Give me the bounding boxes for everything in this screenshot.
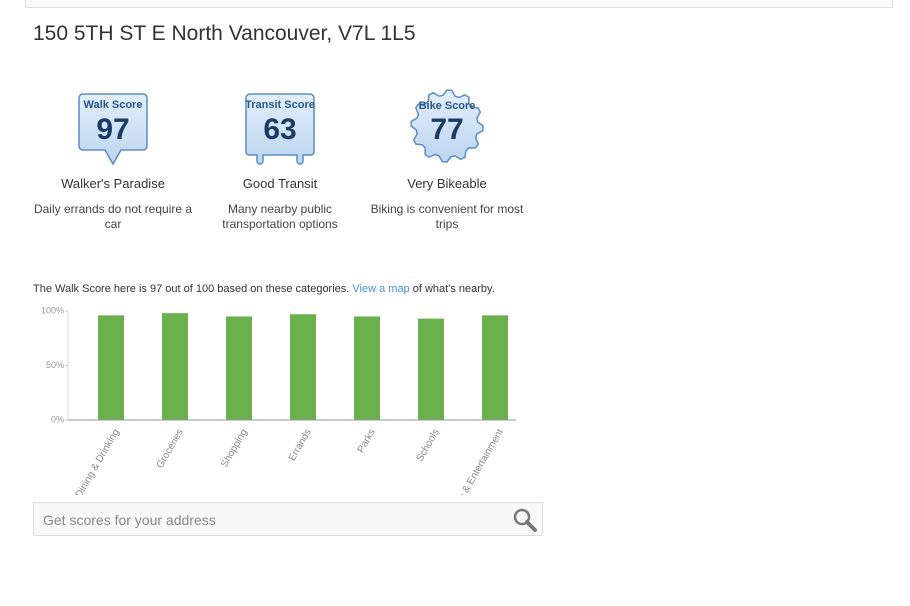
transit-score-panel: Transit Score 63 Good Transit Many nearb… [195,88,365,232]
x-tick-label: Groceries [155,427,186,470]
bar [290,314,316,420]
x-tick-label: Culture & Entertainment [443,427,506,495]
search-placeholder: Get scores for your address [43,512,216,528]
rating: Very Bikeable [407,176,487,191]
badge-score: 63 [263,113,296,146]
description: Biking is convenient for most trips [370,202,524,231]
description: Daily errands do not require a car [33,202,193,231]
description: Many nearby public transportation option… [222,202,338,231]
y-tick-label: 100% [41,305,64,315]
x-tick-label: Errands [287,427,314,463]
badge-label: Walk Score [84,99,143,111]
rating: Good Transit [242,176,318,191]
bar [226,316,252,420]
bar [354,316,380,420]
x-tick-label: Dining & Drinking [74,427,122,495]
x-tick-label: Shopping [219,427,250,469]
badge-score: 97 [96,113,129,146]
summary-suffix: of what's nearby. [412,283,495,295]
x-tick-label: Schools [415,427,442,463]
bar [418,318,444,420]
y-tick-label: 50% [46,360,64,370]
x-tick-label: Parks [356,427,378,455]
map-link[interactable]: View a map [352,283,410,295]
category-chart: 0% 50% 100% Dining & Drinking Groceries Shopp… [41,305,516,495]
badge-label: Bike Score [419,100,476,112]
walk-badge: Walk Score 97 [78,93,148,166]
address-search[interactable]: Get scores for your address [33,502,543,536]
bike-badge: Bike Score 77 [410,89,484,163]
summary-text: The Walk Score here is 97 out of 100 bas… [33,283,350,295]
badge-label: Transit Score [245,99,315,111]
address-title: 150 5TH ST E North Vancouver, V7L 1L5 [33,22,416,45]
badge-score: 77 [430,113,463,146]
bar [162,313,188,420]
rating: Walker's Paradise [61,176,165,191]
walk-score-panel: Walk Score 97 Walker's Paradise Daily er… [28,88,198,232]
transit-badge: Transit Score 63 [245,93,315,165]
y-tick-label: 0% [51,414,64,424]
bar [98,315,124,420]
summary: The Walk Score here is 97 out of 100 bas… [33,283,495,295]
top-bar [25,0,893,8]
search-icon[interactable] [512,507,538,533]
bike-score-panel: Bike Score 77 Very Bikeable Biking is co… [362,88,532,232]
bar [482,315,508,420]
